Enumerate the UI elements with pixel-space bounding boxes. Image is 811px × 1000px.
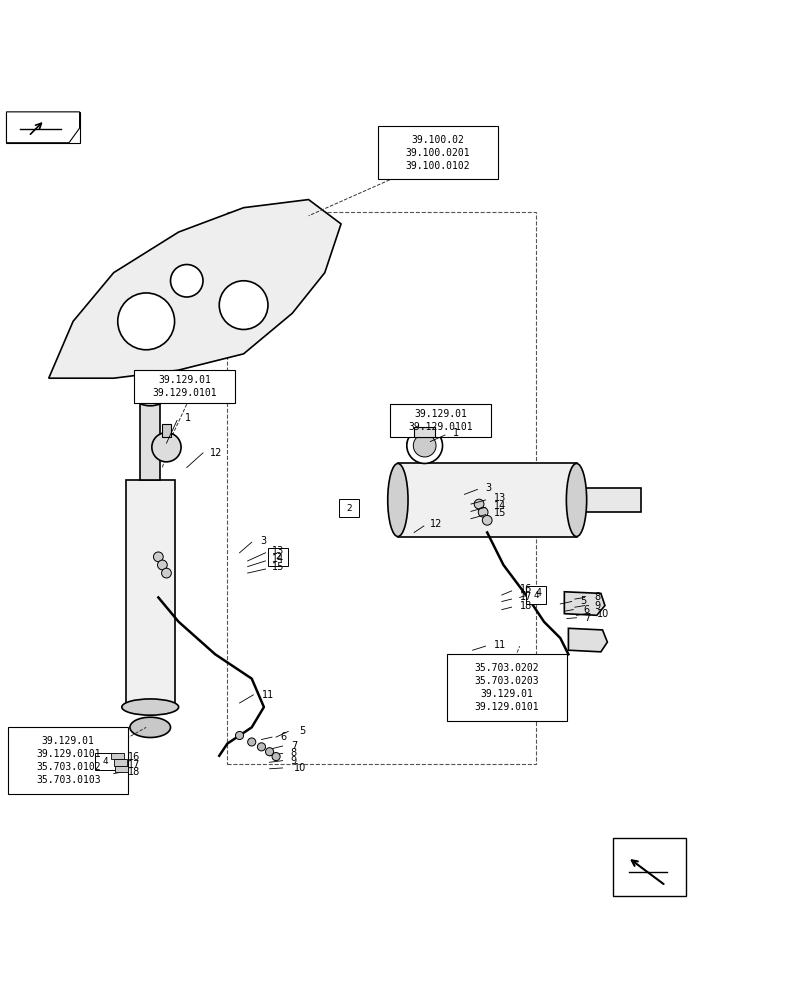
Text: 2: 2 <box>275 552 280 561</box>
Bar <box>111 753 124 759</box>
Text: 2: 2 <box>346 504 351 513</box>
Bar <box>134 370 235 403</box>
Circle shape <box>247 738 255 746</box>
Ellipse shape <box>388 463 407 537</box>
Circle shape <box>474 499 483 509</box>
Text: 39.129.01
39.129.0101: 39.129.01 39.129.0101 <box>408 409 472 432</box>
Text: 6: 6 <box>582 605 589 615</box>
Bar <box>576 488 641 512</box>
Polygon shape <box>568 628 607 652</box>
Text: 16: 16 <box>128 752 140 762</box>
Text: 39.129.01
39.129.0101
35.703.0102
35.703.0103: 39.129.01 39.129.0101 35.703.0102 35.703… <box>36 736 101 785</box>
Text: 3: 3 <box>485 483 491 493</box>
Circle shape <box>257 743 265 751</box>
Circle shape <box>265 748 273 756</box>
Bar <box>227 212 535 764</box>
Circle shape <box>170 265 203 297</box>
Text: 13: 13 <box>272 546 284 556</box>
Circle shape <box>272 753 280 761</box>
Circle shape <box>413 434 436 457</box>
Text: 14: 14 <box>272 554 284 564</box>
Text: 4: 4 <box>535 588 542 598</box>
Text: 13: 13 <box>493 493 505 503</box>
Text: 7: 7 <box>290 741 297 751</box>
Text: 18: 18 <box>519 601 531 611</box>
Polygon shape <box>6 112 79 143</box>
Ellipse shape <box>135 391 164 406</box>
Text: 8: 8 <box>290 748 297 758</box>
Text: 17: 17 <box>128 760 140 770</box>
Polygon shape <box>564 592 604 615</box>
Bar <box>397 463 576 537</box>
Text: 11: 11 <box>493 640 505 650</box>
Text: 3: 3 <box>260 536 266 546</box>
Bar <box>115 766 128 772</box>
Ellipse shape <box>565 463 586 537</box>
Text: 12: 12 <box>430 519 442 529</box>
Text: 7: 7 <box>584 613 590 623</box>
Bar <box>526 586 546 604</box>
Ellipse shape <box>130 717 170 738</box>
Text: 16: 16 <box>519 584 531 594</box>
Circle shape <box>157 560 167 570</box>
Text: 9: 9 <box>290 756 297 766</box>
Text: 11: 11 <box>261 690 273 700</box>
Text: 17: 17 <box>519 592 531 602</box>
Polygon shape <box>49 200 341 378</box>
Bar <box>414 427 435 437</box>
Text: 39.100.02
39.100.0201
39.100.0102: 39.100.02 39.100.0201 39.100.0102 <box>405 135 470 171</box>
Text: 18: 18 <box>128 767 140 777</box>
Circle shape <box>153 552 163 562</box>
Text: 9: 9 <box>594 601 600 611</box>
Circle shape <box>161 568 171 578</box>
Text: 5: 5 <box>298 726 305 736</box>
Bar <box>96 753 115 770</box>
Text: 4: 4 <box>533 591 538 600</box>
Text: 14: 14 <box>493 501 505 511</box>
Text: 35.703.0202
35.703.0203
39.129.01
39.129.0101: 35.703.0202 35.703.0203 39.129.01 39.129… <box>474 663 539 712</box>
Text: 1: 1 <box>185 413 191 423</box>
Ellipse shape <box>122 699 178 715</box>
Bar <box>612 838 685 896</box>
Text: 10: 10 <box>596 609 608 619</box>
Bar <box>161 424 171 437</box>
Text: 15: 15 <box>493 508 505 518</box>
Bar <box>446 654 566 721</box>
Circle shape <box>235 731 243 740</box>
Circle shape <box>118 293 174 350</box>
Circle shape <box>478 507 487 517</box>
Text: 6: 6 <box>280 732 286 742</box>
Text: 12: 12 <box>209 448 221 458</box>
Bar <box>389 404 491 437</box>
Bar <box>126 480 174 707</box>
Bar <box>139 398 160 480</box>
Text: 8: 8 <box>594 592 600 602</box>
Circle shape <box>152 433 181 462</box>
Text: 39.129.01
39.129.0101: 39.129.01 39.129.0101 <box>152 375 217 398</box>
Text: 5: 5 <box>579 596 586 606</box>
Circle shape <box>406 428 442 463</box>
Circle shape <box>482 515 491 525</box>
Polygon shape <box>6 112 79 143</box>
Text: 1: 1 <box>453 428 459 438</box>
Text: 10: 10 <box>294 763 306 773</box>
Text: 4: 4 <box>103 757 108 766</box>
Bar <box>8 727 128 794</box>
Bar <box>377 126 497 179</box>
Circle shape <box>219 281 268 329</box>
Bar <box>114 759 127 766</box>
Bar <box>338 499 358 517</box>
Bar <box>267 548 287 566</box>
Text: 15: 15 <box>272 562 284 572</box>
